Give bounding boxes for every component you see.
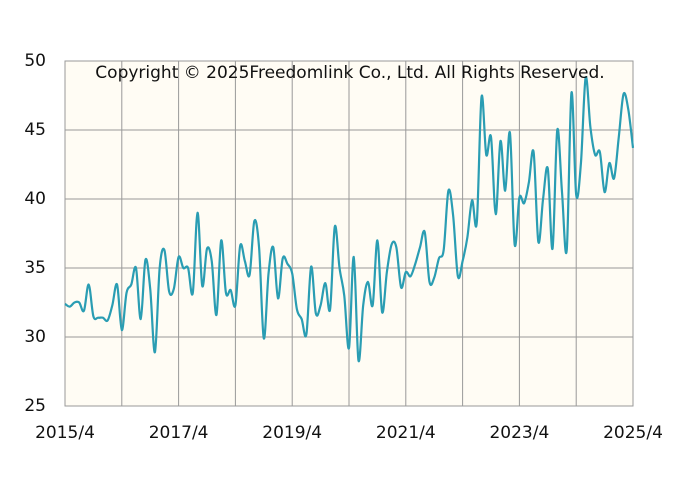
- x-tick-label: 2025/4: [603, 423, 663, 443]
- copyright: Copyright © 2025Freedomlink Co., Ltd. Al…: [95, 63, 604, 83]
- y-tick-label: 50: [24, 51, 46, 71]
- line-series: [64, 76, 635, 363]
- y-tick-label: 25: [24, 396, 46, 416]
- x-tick-label: 2017/4: [149, 423, 209, 443]
- x-tick-label: 2021/4: [376, 423, 436, 443]
- y-tick-label: 35: [24, 258, 46, 278]
- x-tick-label: 2015/4: [35, 423, 95, 443]
- x-tick-label: 2019/4: [262, 423, 322, 443]
- y-tick-label: 45: [24, 120, 46, 140]
- x-tick-label: 2023/4: [489, 423, 549, 443]
- y-tick-label: 30: [24, 327, 46, 347]
- y-tick-label: 40: [24, 189, 46, 209]
